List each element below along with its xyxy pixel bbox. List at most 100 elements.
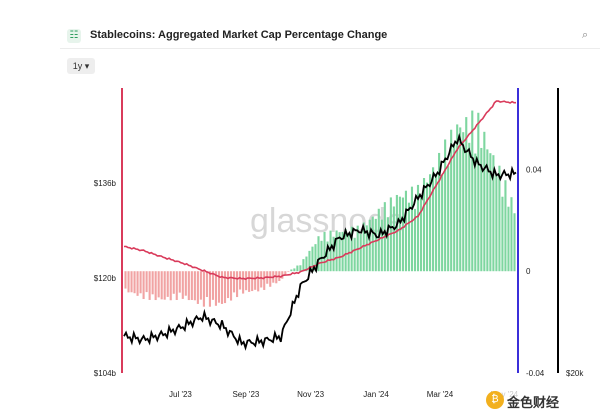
bar-mark (124, 271, 127, 289)
chart-list-icon: ☷ (67, 29, 81, 43)
bar-mark (416, 184, 420, 272)
bar-mark (447, 166, 450, 272)
far-axis-ticks: $20k (566, 369, 584, 378)
bar-mark (480, 147, 483, 272)
right-axis-ticks: -0.04 0 0.04 (526, 165, 545, 378)
bar-mark (254, 271, 257, 290)
bar-mark (371, 216, 374, 272)
bar-mark (489, 153, 492, 272)
bar-mark (465, 117, 468, 272)
bar-mark (251, 271, 254, 292)
chart-title: Stablecoins: Aggregated Market Cap Perce… (90, 29, 388, 41)
bar-mark (314, 244, 317, 272)
bar-mark (296, 265, 299, 272)
bar-mark (386, 217, 389, 272)
bar-mark (154, 271, 157, 301)
bar-mark (365, 225, 368, 272)
x-tick-label: Sep '23 (232, 390, 259, 399)
bar-mark (335, 230, 338, 272)
bar-mark (202, 271, 205, 307)
bar-mark (160, 271, 163, 300)
bar-mark (257, 271, 260, 292)
bar-mark (269, 271, 272, 287)
right-tick-label: 0.04 (526, 165, 542, 174)
x-tick-label: Jan '24 (363, 390, 389, 399)
bar-mark (320, 240, 323, 272)
bar-mark (429, 174, 432, 272)
bar-mark (504, 180, 507, 272)
bar-mark (199, 271, 202, 300)
bar-mark (166, 271, 169, 297)
bar-mark (444, 139, 447, 272)
bar-mark (196, 271, 199, 304)
bar-mark (326, 241, 329, 272)
bar-mark (148, 271, 151, 300)
bar-mark (374, 218, 377, 272)
bar-mark (329, 230, 332, 272)
bar-mark (398, 196, 401, 272)
bar-mark (474, 153, 477, 272)
bar-mark (293, 268, 296, 272)
bar-mark (211, 271, 215, 300)
bar-mark (302, 259, 305, 272)
bar-mark (392, 206, 395, 272)
bar-mark (305, 256, 308, 272)
bar-mark (483, 131, 486, 272)
bar-mark (287, 271, 290, 272)
bar-mark (205, 271, 208, 297)
bar-mark (362, 222, 365, 272)
series-line-price (123, 132, 517, 351)
x-tick-label: Jul '23 (169, 390, 192, 399)
bar-mark (338, 232, 341, 272)
bar-mark (425, 182, 429, 272)
bar-mark (495, 175, 498, 272)
bar-mark (142, 271, 145, 300)
chart-header: ☷ Stablecoins: Aggregated Market Cap Per… (0, 0, 600, 48)
left-tick-label: $136b (94, 179, 117, 188)
bar-mark (507, 206, 510, 272)
bar-mark (229, 271, 233, 301)
bar-mark (290, 269, 293, 272)
bar-mark (245, 271, 248, 291)
bar-mark (419, 198, 423, 272)
bar-mark (353, 237, 356, 272)
bar-mark (217, 271, 221, 303)
bar-mark (284, 271, 287, 276)
bar-mark (178, 271, 181, 293)
bar-mark (368, 219, 371, 272)
bar-mark (172, 271, 175, 294)
bar-mark (151, 271, 154, 295)
bar-mark (486, 149, 489, 272)
bar-mark (223, 271, 227, 304)
coin-logo-icon: ₿ (486, 391, 504, 409)
header-divider (60, 48, 600, 49)
right-tick-label: -0.04 (526, 369, 545, 378)
zoom-icon[interactable]: ⌕ (582, 29, 589, 41)
bar-mark (468, 142, 471, 272)
bar-mark (344, 228, 347, 272)
bar-mark (139, 271, 142, 294)
bar-mark (350, 226, 353, 272)
bar-mark (471, 110, 474, 272)
x-tick-label: Nov '23 (297, 390, 324, 399)
bar-mark (263, 271, 266, 290)
bar-mark (133, 271, 136, 294)
bar-mark (145, 271, 148, 293)
x-tick-label: Mar '24 (427, 390, 454, 399)
bar-mark (311, 246, 314, 272)
bar-mark (236, 271, 239, 298)
range-dropdown[interactable]: 1y ▾ (67, 58, 95, 74)
bar-mark (208, 271, 211, 307)
bar-mark (413, 208, 417, 272)
bar-mark (395, 194, 398, 272)
far-tick-label: $20k (566, 369, 584, 378)
bar-mark (226, 271, 230, 299)
bar-mark (181, 271, 184, 299)
bar-mark (130, 271, 133, 293)
bar-mark (513, 213, 516, 272)
bar-mark (332, 236, 335, 272)
bar-mark (438, 152, 441, 272)
bar-mark (317, 236, 320, 272)
bar-mark (323, 231, 326, 272)
